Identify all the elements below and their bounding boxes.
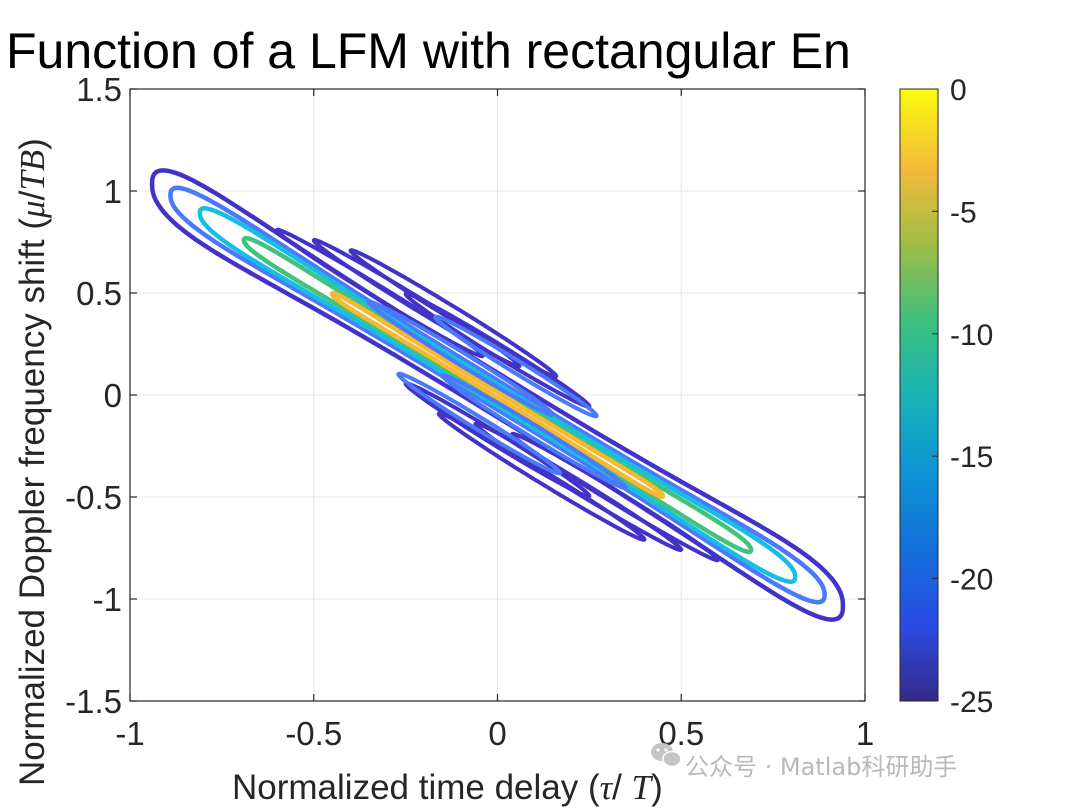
y-tick-label: -1.5 <box>65 683 122 720</box>
sidelobe-contour <box>403 291 592 409</box>
colorbar-ticks: 0 -5 -10 -15 -20 -25 <box>932 74 993 719</box>
x-tick-label: 1 <box>856 715 874 752</box>
y-tick-label: 0.5 <box>76 275 122 312</box>
colorbar-tick-label: -25 <box>950 686 993 719</box>
axis-ticks: -1 -0.5 0 0.5 1-1.5-1-0.500.511.5 <box>65 71 874 752</box>
watermark: 公众号 · Matlab科研助手 <box>651 743 957 781</box>
chart-title: Function of a LFM with rectangular En <box>6 23 851 79</box>
sidelobe-contour <box>396 371 562 476</box>
contour-level-15 <box>197 206 798 584</box>
x-axis-label: Normalized time delay (τ/ T) <box>232 768 663 807</box>
contour-lines <box>149 168 846 622</box>
colorbar <box>899 88 939 702</box>
colorbar-tick-label: -5 <box>950 196 977 229</box>
colorbar-tick-label: -20 <box>950 564 993 597</box>
x-tick-label: -1 <box>115 715 144 752</box>
y-axis-label: Normalized Doppler frequency shift (μ/TB… <box>13 138 52 786</box>
watermark-text: 公众号 · Matlab科研助手 <box>685 753 957 781</box>
colorbar-tick-label: 0 <box>950 74 967 107</box>
wechat-icon <box>651 743 682 768</box>
x-tick-label: 0 <box>488 715 506 752</box>
y-tick-label: 1.5 <box>76 71 122 108</box>
contour-level-20 <box>168 185 827 605</box>
grid-lines <box>129 88 866 702</box>
colorbar-tick-label: -10 <box>950 319 993 352</box>
colorbar-tick-label: -15 <box>950 441 993 474</box>
sidelobe-contour <box>440 373 629 491</box>
x-tick-label: -0.5 <box>285 715 342 752</box>
y-tick-label: -0.5 <box>65 479 122 516</box>
y-tick-label: 1 <box>104 173 122 210</box>
contour-level-3 <box>329 290 666 500</box>
sidelobe-contour <box>366 299 555 417</box>
sidelobe-contour <box>436 411 647 542</box>
contour-level-10 <box>241 235 754 555</box>
sidelobe-contour <box>433 314 599 419</box>
y-tick-label: 0 <box>104 377 122 414</box>
y-tick-label: -1 <box>93 581 122 618</box>
